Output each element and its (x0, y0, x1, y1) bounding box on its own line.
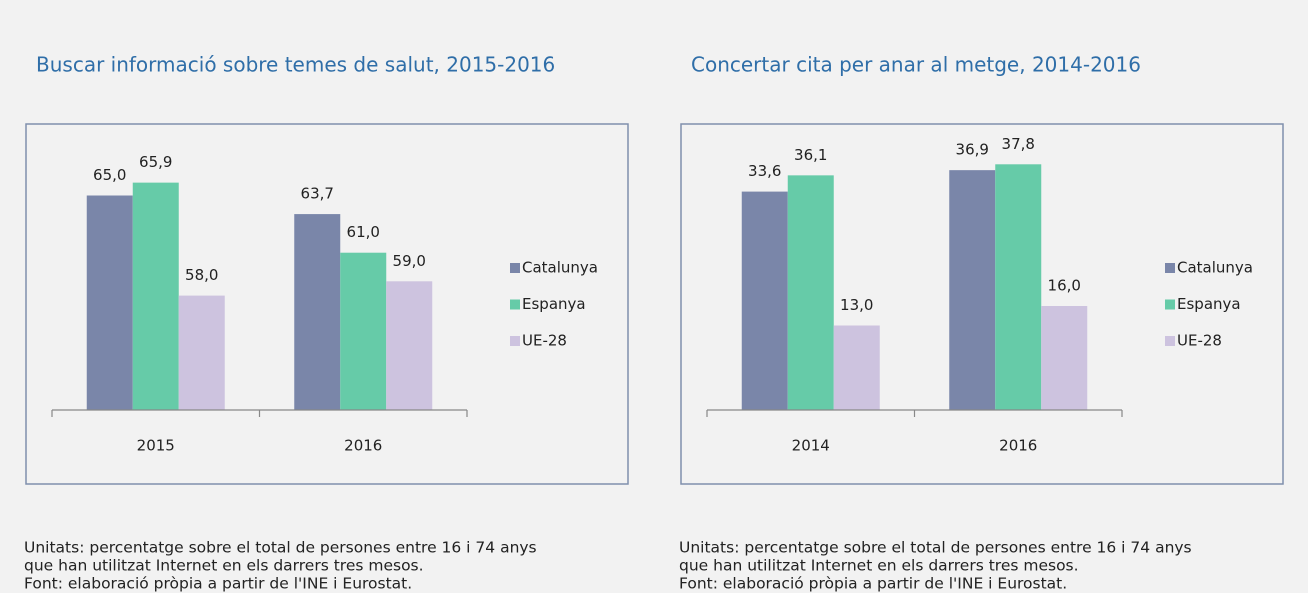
x-tick-label: 2016 (344, 437, 382, 455)
note: Font: elaboració pròpia a partir de l'IN… (679, 575, 1067, 593)
bar (132, 182, 179, 410)
x-tick-label: 2015 (137, 437, 175, 455)
chart-title: Buscar informació sobre temes de salut, … (36, 53, 555, 77)
legend-swatch (510, 336, 520, 346)
value-label: 36,1 (794, 146, 827, 164)
legend-swatch (510, 263, 520, 273)
legend-swatch (510, 299, 520, 310)
value-label: 36,9 (956, 141, 989, 159)
value-label: 33,6 (748, 162, 781, 180)
bar (178, 295, 225, 410)
value-label: 59,0 (393, 252, 426, 270)
bar (787, 175, 834, 410)
bar (294, 214, 341, 410)
legend-label: UE-28 (522, 332, 567, 350)
legend-label: Catalunya (522, 259, 598, 277)
value-label: 63,7 (301, 185, 334, 203)
legend-swatch (1165, 336, 1175, 346)
note: que han utilitzat Internet en els darrer… (24, 557, 424, 575)
bar (340, 252, 387, 410)
bar (949, 170, 996, 410)
note: que han utilitzat Internet en els darrer… (679, 557, 1079, 575)
x-tick-label: 2016 (999, 437, 1037, 455)
bar (741, 191, 788, 410)
value-label: 37,8 (1002, 135, 1035, 153)
value-label: 58,0 (185, 266, 218, 284)
bar (86, 195, 133, 410)
bar (995, 164, 1042, 410)
legend-label: Espanya (522, 295, 586, 313)
value-label: 65,0 (93, 166, 126, 184)
legend-label: Catalunya (1177, 259, 1253, 277)
note: Font: elaboració pròpia a partir de l'IN… (24, 575, 412, 593)
value-label: 61,0 (347, 223, 380, 241)
bar (386, 281, 433, 410)
note: Unitats: percentatge sobre el total de p… (679, 539, 1192, 557)
bar (1041, 306, 1088, 410)
bar (833, 325, 880, 410)
legend-swatch (1165, 263, 1175, 273)
legend-label: Espanya (1177, 295, 1241, 313)
legend-label: UE-28 (1177, 332, 1222, 350)
value-label: 65,9 (139, 153, 172, 171)
note: Unitats: percentatge sobre el total de p… (24, 539, 537, 557)
value-label: 13,0 (840, 296, 873, 314)
legend-swatch (1165, 299, 1175, 310)
chart-title: Concertar cita per anar al metge, 2014-2… (691, 53, 1141, 77)
x-tick-label: 2014 (792, 437, 830, 455)
value-label: 16,0 (1048, 277, 1081, 295)
